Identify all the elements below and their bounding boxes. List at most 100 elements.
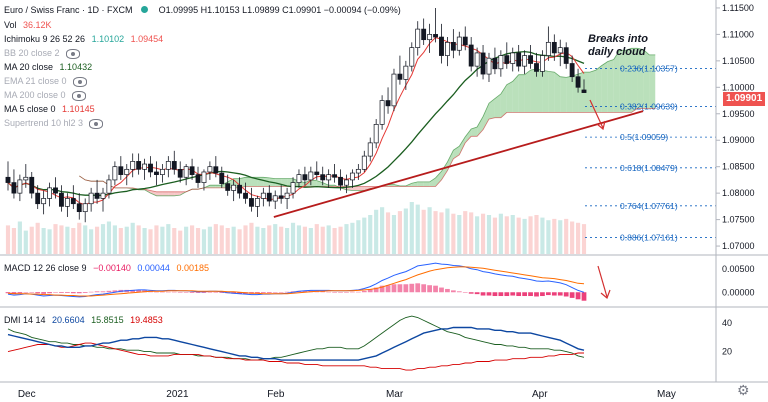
candle-body — [468, 44, 474, 67]
cloud-segment — [358, 186, 365, 191]
volume-bar — [475, 216, 480, 254]
macd-histogram-bar — [47, 292, 52, 294]
macd-histogram-bar — [373, 287, 379, 293]
cloud-segment — [471, 127, 478, 137]
cloud-segment — [310, 179, 317, 187]
volume-bar — [124, 226, 129, 254]
symbol-title[interactable]: Euro / Swiss Franc · 1D · FXCM — [4, 5, 133, 15]
trendline[interactable] — [273, 110, 644, 218]
candle-body — [349, 172, 355, 181]
macd-histogram-bar — [94, 291, 100, 293]
macd-hist-value: −0.00140 — [93, 263, 131, 273]
candle-body — [76, 203, 82, 213]
macd-histogram-bar — [445, 288, 450, 293]
volume-bar — [65, 226, 70, 254]
vol-legend[interactable]: Vol 36.12K — [4, 18, 56, 32]
arrow-line — [589, 99, 604, 129]
volume-bar — [53, 224, 58, 254]
volume-bar — [59, 225, 64, 254]
volume-bar — [77, 222, 82, 254]
candle-body — [540, 55, 545, 72]
dmi-legend[interactable]: DMI 14 14 20.6604 15.8515 19.4853 — [4, 313, 167, 327]
volume-bar — [160, 226, 165, 254]
cloud-segment — [209, 185, 216, 188]
macd-legend[interactable]: MACD 12 26 close 9 −0.00140 0.00044 0.00… — [4, 261, 213, 275]
ichimoku-legend[interactable]: Ichimoku 9 26 52 26 1.10102 1.09454 — [4, 32, 167, 46]
candle-body — [189, 166, 195, 175]
cloud-segment — [613, 50, 620, 113]
cloud-segment — [631, 48, 638, 113]
volume-bar — [285, 228, 290, 254]
volume-bar — [522, 218, 527, 254]
ma20-legend[interactable]: MA 20 close 1.10432 — [4, 60, 96, 74]
bb-legend[interactable]: BB 20 close 2 — [4, 46, 84, 60]
candle-body — [88, 192, 94, 205]
volume-bar — [314, 224, 319, 254]
hidden-eye-icon[interactable] — [72, 76, 87, 87]
ma5-legend[interactable]: MA 5 close 0 1.10145 — [4, 102, 99, 116]
candle-body — [237, 184, 243, 194]
cloud-segment — [417, 181, 424, 187]
dmi-tick-label: 40 — [722, 318, 732, 328]
candle-body — [124, 168, 130, 175]
cloud-segment — [174, 191, 181, 196]
volume-bar — [29, 226, 34, 254]
axes: 1.11500 1.11000 1.10500 1.10000 1.09500 1.090… — [0, 0, 768, 383]
volume-bar — [575, 222, 581, 254]
ma200-legend[interactable]: MA 200 close 0 — [4, 88, 90, 102]
volume-bar — [136, 225, 141, 254]
macd-histogram-bar — [456, 291, 462, 293]
cloud-segment — [263, 177, 270, 187]
candle-body — [290, 182, 296, 194]
time-axis: Dec 2021 Feb Mar Apr May — [18, 389, 676, 400]
macd-histogram-bar — [284, 291, 290, 293]
candle-body — [177, 168, 183, 178]
price-tick-label: 1.11500 — [722, 3, 754, 13]
candle-body — [326, 174, 332, 181]
time-tick-label: Feb — [267, 389, 285, 400]
volume-bar — [47, 229, 52, 254]
price-tick-label: 1.09000 — [722, 135, 755, 145]
volume-bar — [385, 212, 391, 254]
volume-bar — [492, 217, 498, 254]
hidden-eye-icon[interactable] — [89, 118, 104, 129]
cloud-segment — [168, 191, 175, 196]
candle-body — [165, 161, 171, 170]
price-tick-label: 1.08500 — [722, 162, 755, 172]
volume-bar — [17, 221, 22, 254]
candles — [5, 7, 587, 223]
macd-pane — [5, 262, 587, 301]
ema21-legend[interactable]: EMA 21 close 0 — [4, 74, 91, 88]
macd-histogram-bar — [59, 292, 64, 293]
volume-bar — [433, 211, 438, 254]
gear-icon[interactable]: ⚙ — [737, 382, 750, 398]
macd-histogram-bar — [545, 292, 551, 296]
volume-bar — [409, 202, 414, 254]
hidden-eye-icon[interactable] — [65, 48, 80, 59]
candle-body — [498, 55, 504, 70]
cloud-segment — [619, 50, 626, 113]
last-price-label: 1.09901 — [723, 92, 766, 106]
candle-body — [225, 183, 231, 191]
volume-bars — [5, 202, 587, 254]
volume-bar — [480, 213, 486, 254]
candle-body — [373, 124, 379, 144]
macd-label: MACD 12 26 close 9 — [4, 263, 87, 273]
hidden-eye-icon[interactable] — [71, 90, 86, 101]
candle-body — [47, 187, 52, 199]
macd-signal-value: 0.00185 — [176, 263, 209, 273]
candle-body — [64, 198, 70, 207]
candle-body — [207, 166, 213, 173]
volume-bar — [581, 224, 587, 254]
cloud-segment — [245, 177, 252, 187]
candle-body — [183, 166, 189, 178]
candle-body — [456, 36, 462, 51]
supertrend-legend[interactable]: Supertrend 10 hl2 3 — [4, 116, 107, 130]
price-tick-label: 1.08000 — [722, 188, 755, 198]
candle-body — [557, 47, 563, 54]
macd-histogram-bar — [70, 292, 76, 294]
macd-histogram-bar — [403, 284, 409, 293]
volume-bar — [219, 225, 224, 254]
macd-histogram-bar — [551, 292, 557, 296]
